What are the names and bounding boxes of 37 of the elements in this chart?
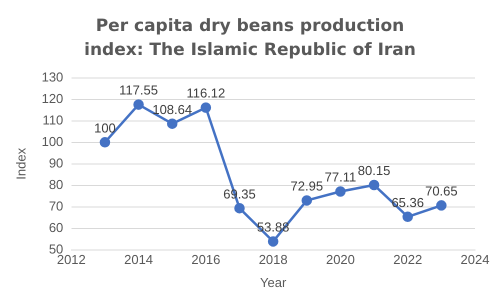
data-label: 117.55 [119,82,158,98]
x-tick-label: 2018 [258,252,288,268]
point [302,195,312,206]
y-tick-label: 80 [48,176,64,192]
y-tick-label: 110 [42,112,64,128]
y-axis-title: Index [13,147,28,180]
point [402,212,413,222]
point [368,180,380,190]
point [133,99,144,110]
x-tick-label: 2014 [124,252,154,268]
data-label: 116.12 [186,86,226,101]
x-tick-label: 2022 [393,252,422,268]
point [436,200,447,211]
point [268,236,278,247]
data-label: 70.65 [425,183,458,198]
chart-title: Per capita dry beans production index: The Islamic Republic of Iran [83,15,417,62]
point [100,137,110,148]
data-label: 100 [94,120,116,136]
point [234,202,245,214]
x-tick-label: 2016 [191,252,220,268]
y-tick-label: 90 [48,155,64,170]
data-label: 77.11 [324,170,356,185]
data-label: 65.36 [391,194,424,210]
y-tick-label: 120 [42,90,64,106]
data-label: 80.15 [358,163,390,178]
point [166,118,178,129]
point [200,102,212,113]
data-label: 108.64 [152,102,192,117]
y-tick-label: 60 [48,220,64,235]
x-axis-title: Year [260,274,287,290]
y-tick-label: 70 [48,198,64,214]
x-tick-label: 2020 [326,252,355,268]
y-tick-label: 130 [42,69,64,84]
data-label: 72.95 [290,178,324,194]
point [335,186,346,197]
x-tick-label: 2024 [460,252,490,268]
y-tick-label: 100 [42,134,64,149]
